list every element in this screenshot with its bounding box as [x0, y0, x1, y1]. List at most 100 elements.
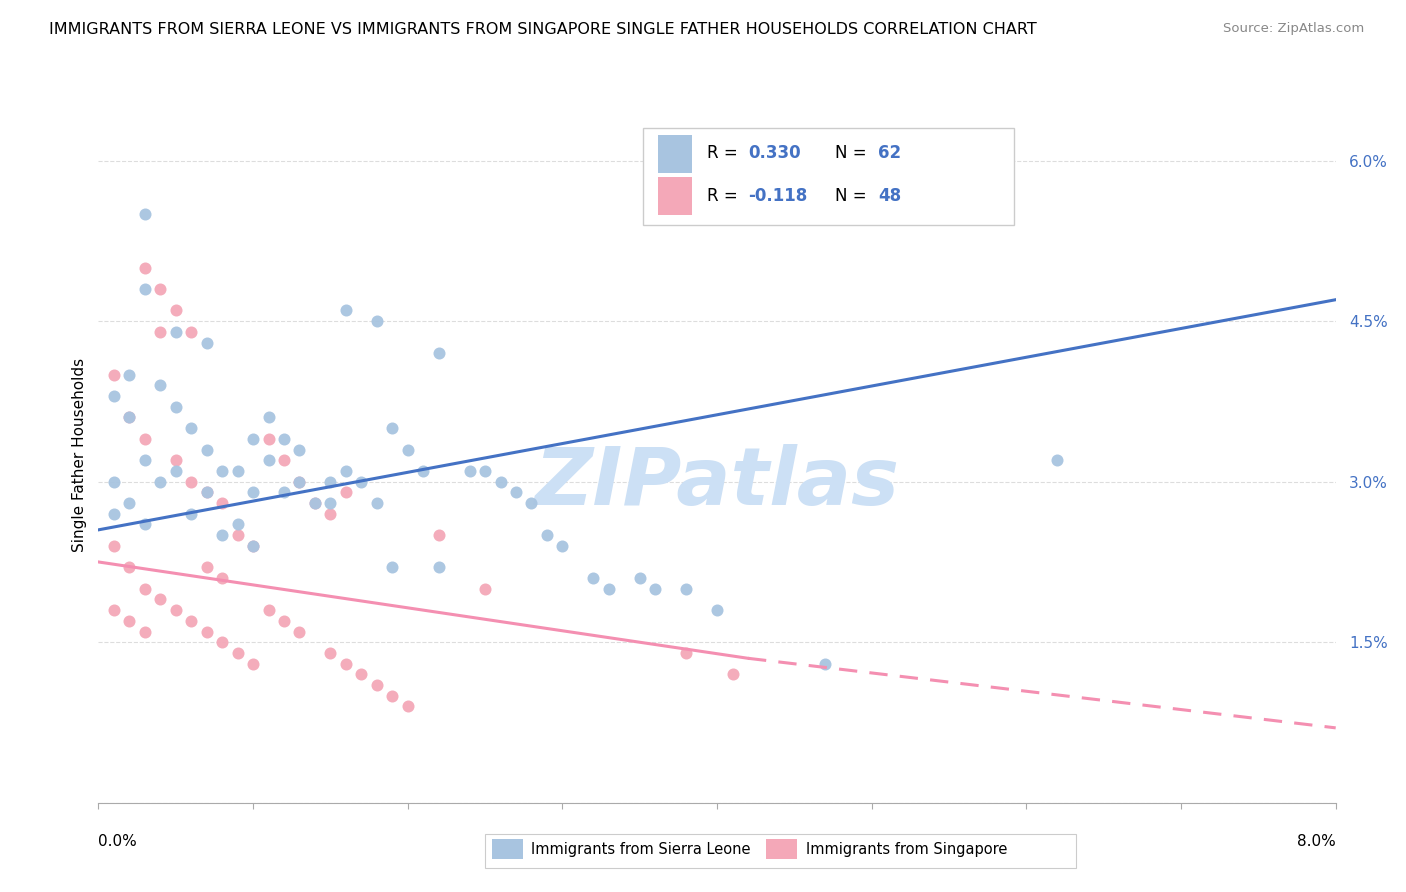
Point — [165, 303, 187, 318]
Point — [195, 442, 218, 457]
Text: Immigrants from Sierra Leone: Immigrants from Sierra Leone — [531, 842, 751, 856]
Text: R =: R = — [707, 187, 744, 205]
Point — [427, 560, 450, 574]
Point — [304, 496, 326, 510]
Point — [319, 475, 342, 489]
Text: 48: 48 — [877, 187, 901, 205]
FancyBboxPatch shape — [643, 128, 1014, 226]
Text: N =: N = — [835, 144, 872, 162]
Point — [381, 689, 404, 703]
Point — [118, 368, 141, 382]
Point — [257, 453, 280, 467]
Point — [226, 528, 249, 542]
Point — [489, 475, 512, 489]
Point — [381, 560, 404, 574]
Point — [675, 646, 697, 660]
Text: 0.0%: 0.0% — [98, 834, 138, 849]
Text: 62: 62 — [877, 144, 901, 162]
Point — [644, 582, 666, 596]
Point — [520, 496, 543, 510]
Point — [226, 646, 249, 660]
Point — [427, 528, 450, 542]
Point — [103, 603, 125, 617]
Point — [628, 571, 651, 585]
Point — [1046, 453, 1069, 467]
Point — [366, 678, 388, 692]
Point — [273, 453, 295, 467]
Point — [103, 389, 125, 403]
Point — [273, 614, 295, 628]
Point — [134, 282, 156, 296]
Point — [598, 582, 620, 596]
Point — [103, 539, 125, 553]
Point — [103, 475, 125, 489]
Point — [366, 496, 388, 510]
Text: Immigrants from Singapore: Immigrants from Singapore — [806, 842, 1007, 856]
Point — [226, 517, 249, 532]
Point — [211, 464, 233, 478]
Point — [226, 464, 249, 478]
Point — [273, 432, 295, 446]
Point — [242, 657, 264, 671]
Text: 8.0%: 8.0% — [1296, 834, 1336, 849]
Point — [257, 432, 280, 446]
Text: IMMIGRANTS FROM SIERRA LEONE VS IMMIGRANTS FROM SINGAPORE SINGLE FATHER HOUSEHOL: IMMIGRANTS FROM SIERRA LEONE VS IMMIGRAN… — [49, 22, 1038, 37]
Point — [118, 496, 141, 510]
Point — [288, 624, 311, 639]
Bar — [658, 135, 692, 173]
Point — [118, 560, 141, 574]
Point — [675, 582, 697, 596]
Point — [412, 464, 434, 478]
Point — [814, 657, 837, 671]
Bar — [658, 177, 692, 215]
Point — [273, 485, 295, 500]
Point — [180, 614, 202, 628]
Point — [165, 325, 187, 339]
Point — [134, 624, 156, 639]
Point — [118, 410, 141, 425]
Point — [288, 475, 311, 489]
Point — [242, 485, 264, 500]
Point — [211, 496, 233, 510]
Point — [381, 421, 404, 435]
Point — [118, 614, 141, 628]
Point — [582, 571, 605, 585]
Point — [706, 603, 728, 617]
Text: 0.330: 0.330 — [748, 144, 800, 162]
Point — [211, 528, 233, 542]
Y-axis label: Single Father Households: Single Father Households — [72, 358, 87, 552]
Point — [242, 432, 264, 446]
Point — [165, 603, 187, 617]
Point — [134, 517, 156, 532]
Point — [211, 571, 233, 585]
Point — [195, 560, 218, 574]
Point — [721, 667, 744, 681]
Point — [304, 496, 326, 510]
Point — [180, 325, 202, 339]
Point — [474, 464, 496, 478]
Point — [536, 528, 558, 542]
Point — [134, 260, 156, 275]
Point — [118, 410, 141, 425]
Point — [350, 475, 373, 489]
Point — [458, 464, 481, 478]
Point — [103, 368, 125, 382]
Point — [134, 453, 156, 467]
Point — [149, 592, 172, 607]
Point — [180, 421, 202, 435]
Point — [335, 464, 357, 478]
Point — [505, 485, 527, 500]
Point — [335, 303, 357, 318]
Point — [396, 699, 419, 714]
Text: Source: ZipAtlas.com: Source: ZipAtlas.com — [1223, 22, 1364, 36]
Point — [149, 282, 172, 296]
Point — [551, 539, 574, 553]
Point — [396, 442, 419, 457]
Point — [165, 400, 187, 414]
Point — [149, 325, 172, 339]
Point — [242, 539, 264, 553]
Point — [319, 507, 342, 521]
Point — [474, 582, 496, 596]
Text: N =: N = — [835, 187, 872, 205]
Point — [195, 485, 218, 500]
